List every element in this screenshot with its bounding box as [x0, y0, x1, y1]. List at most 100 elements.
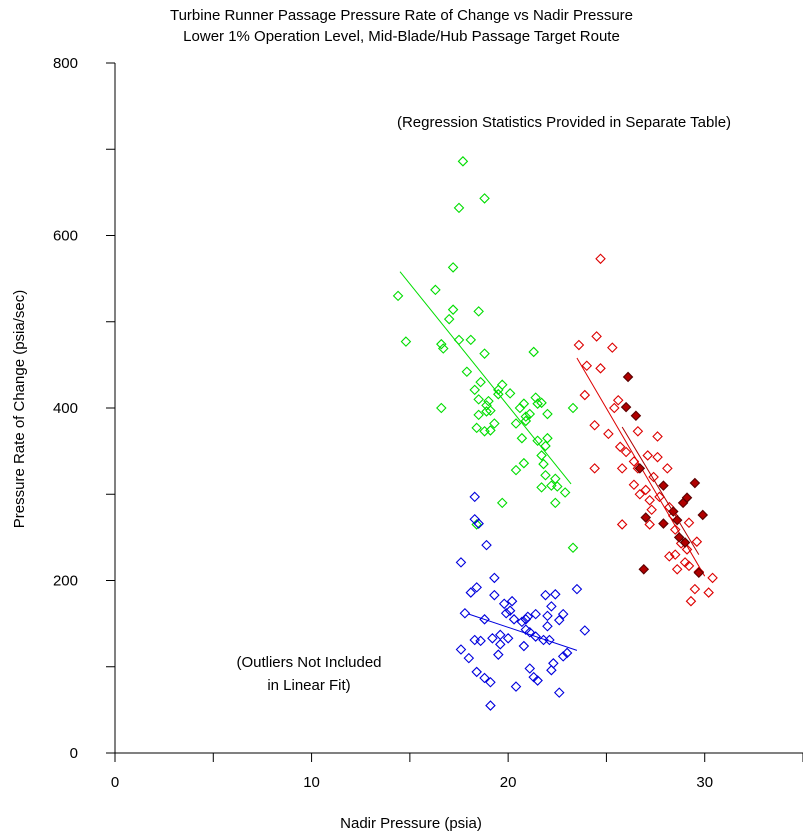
- data-point: [620, 446, 632, 458]
- axes: 0 10 20 30 0 200 400 600 800: [53, 55, 803, 791]
- data-point: [479, 614, 490, 625]
- data-point: [652, 431, 663, 442]
- y-tick-label: 800: [53, 55, 78, 72]
- data-point: [437, 343, 449, 354]
- data-point: [469, 491, 481, 503]
- data-point: [520, 411, 532, 422]
- y-tick-label: 400: [53, 400, 78, 417]
- data-point: [540, 469, 551, 481]
- plot-area: [392, 156, 718, 711]
- data-point: [481, 400, 492, 411]
- data-point: [436, 338, 447, 350]
- data-point: [595, 363, 606, 374]
- data-point: [622, 371, 634, 383]
- data-point: [581, 360, 593, 372]
- data-point: [485, 700, 496, 711]
- data-point: [540, 440, 551, 452]
- data-point: [609, 402, 620, 414]
- data-point: [538, 458, 549, 470]
- y-tick-label: 200: [53, 573, 78, 590]
- data-point: [518, 640, 530, 652]
- data-point: [669, 549, 681, 560]
- y-tick-label: 0: [70, 745, 78, 762]
- x-tick-label: 30: [696, 774, 713, 791]
- data-point: [465, 587, 477, 598]
- data-point: [693, 567, 705, 579]
- data-point: [652, 451, 663, 463]
- data-point: [520, 415, 532, 427]
- data-point: [471, 422, 482, 434]
- annotation-outliers-line1: (Outliers Not Included: [236, 654, 381, 671]
- data-point: [632, 426, 644, 437]
- data-point: [469, 384, 481, 396]
- data-point: [518, 457, 530, 469]
- data-point: [707, 572, 718, 584]
- data-point: [567, 402, 579, 414]
- data-point: [673, 532, 685, 543]
- data-point: [489, 418, 500, 429]
- data-point: [612, 394, 624, 406]
- data-point: [579, 625, 591, 636]
- data-point: [658, 518, 669, 529]
- data-point: [506, 595, 518, 607]
- data-point: [664, 551, 675, 562]
- data-point: [662, 463, 673, 474]
- series-2: [573, 253, 718, 607]
- data-point: [483, 395, 494, 407]
- data-point: [536, 397, 547, 409]
- data-point: [683, 560, 695, 572]
- chart-title: Turbine Runner Passage Pressure Rate of …: [169, 7, 633, 24]
- data-point: [481, 406, 492, 417]
- data-point: [603, 428, 614, 440]
- data-point: [557, 651, 569, 662]
- data-point: [524, 408, 536, 420]
- data-point: [689, 583, 701, 595]
- data-point: [595, 253, 606, 265]
- data-point: [654, 491, 665, 503]
- data-point: [524, 663, 536, 674]
- data-point: [479, 426, 490, 437]
- data-point: [542, 610, 553, 622]
- data-point: [447, 304, 459, 315]
- data-point: [614, 441, 626, 453]
- data-point: [550, 497, 561, 509]
- fit-line: [621, 426, 700, 555]
- data-point: [495, 639, 506, 650]
- data-point: [552, 481, 563, 492]
- series-3: [620, 371, 709, 579]
- data-point: [485, 676, 496, 688]
- data-point: [703, 587, 714, 598]
- data-point: [473, 394, 484, 405]
- data-point: [461, 366, 473, 378]
- data-point: [465, 334, 477, 346]
- data-point: [634, 463, 646, 474]
- data-point: [681, 544, 693, 555]
- data-point: [546, 601, 557, 612]
- data-point: [502, 633, 514, 644]
- data-point: [493, 649, 504, 660]
- data-point: [697, 509, 709, 521]
- data-point: [567, 542, 579, 554]
- data-point: [685, 595, 697, 607]
- data-point: [550, 589, 561, 600]
- data-point: [471, 666, 482, 678]
- data-point: [542, 620, 553, 632]
- data-point: [473, 306, 484, 317]
- data-point: [530, 608, 541, 620]
- data-point: [644, 519, 655, 530]
- data-point: [646, 504, 657, 516]
- data-point: [542, 432, 553, 444]
- data-point: [589, 463, 600, 474]
- data-point: [546, 664, 557, 676]
- data-point: [528, 346, 539, 358]
- data-point: [553, 687, 565, 698]
- data-point: [516, 432, 528, 444]
- data-point: [493, 388, 504, 400]
- data-point: [495, 629, 506, 641]
- data-point: [489, 589, 500, 601]
- series-0: [392, 156, 579, 554]
- data-point: [553, 614, 565, 626]
- data-point: [532, 435, 543, 447]
- data-point: [510, 681, 522, 692]
